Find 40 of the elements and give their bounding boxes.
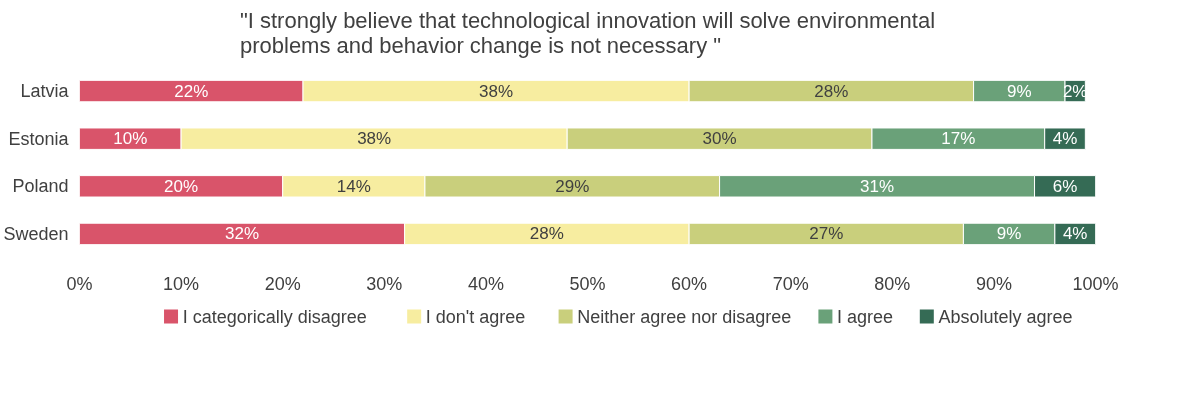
data-label: 20%	[164, 176, 199, 196]
data-label: 9%	[1007, 81, 1032, 101]
data-label: 10%	[113, 129, 148, 149]
data-label: 30%	[702, 129, 737, 149]
data-label: 28%	[529, 224, 564, 244]
data-label: 4%	[1062, 224, 1088, 244]
data-label: 27%	[809, 224, 844, 244]
data-label: 17%	[941, 129, 976, 149]
legend-label: I don't agree	[425, 306, 526, 327]
y-tick-label: Estonia	[8, 128, 70, 149]
x-tick-label: 100%	[1072, 273, 1119, 294]
y-tick-label: Poland	[12, 176, 69, 197]
x-tick-label: 10%	[163, 273, 200, 294]
data-label: 14%	[336, 176, 371, 196]
data-label: 29%	[555, 176, 590, 196]
chart-title: "I strongly believe that technological innovation will solve environmental problems and behavior change is not necessary "	[239, 7, 936, 58]
legend-label: I categorically disagree	[182, 306, 367, 327]
data-label: 32%	[225, 224, 260, 244]
x-tick-label: 50%	[569, 273, 606, 294]
x-tick-label: 60%	[671, 273, 708, 294]
x-tick-label: 70%	[772, 273, 809, 294]
x-tick-label: 30%	[366, 273, 403, 294]
x-tick-label: 90%	[975, 273, 1012, 294]
legend-label: Absolutely agree	[938, 306, 1073, 327]
data-label: 28%	[814, 81, 849, 101]
x-tick-label: 20%	[264, 273, 301, 294]
data-label: 4%	[1052, 129, 1078, 149]
data-label: 6%	[1052, 176, 1078, 196]
data-label: 22%	[174, 81, 209, 101]
y-tick-label: Sweden	[3, 223, 69, 244]
y-tick-label: Latvia	[20, 81, 70, 102]
data-label: 38%	[479, 81, 514, 101]
data-label: 31%	[860, 176, 895, 196]
data-label: 9%	[996, 224, 1022, 244]
data-label: 38%	[357, 129, 392, 149]
legend-label: I agree	[837, 306, 894, 327]
x-tick-label: 80%	[874, 273, 911, 294]
legend-label: Neither agree nor disagree	[577, 306, 792, 327]
x-tick-label: 40%	[467, 273, 504, 294]
x-tick-label: 0%	[66, 273, 93, 294]
